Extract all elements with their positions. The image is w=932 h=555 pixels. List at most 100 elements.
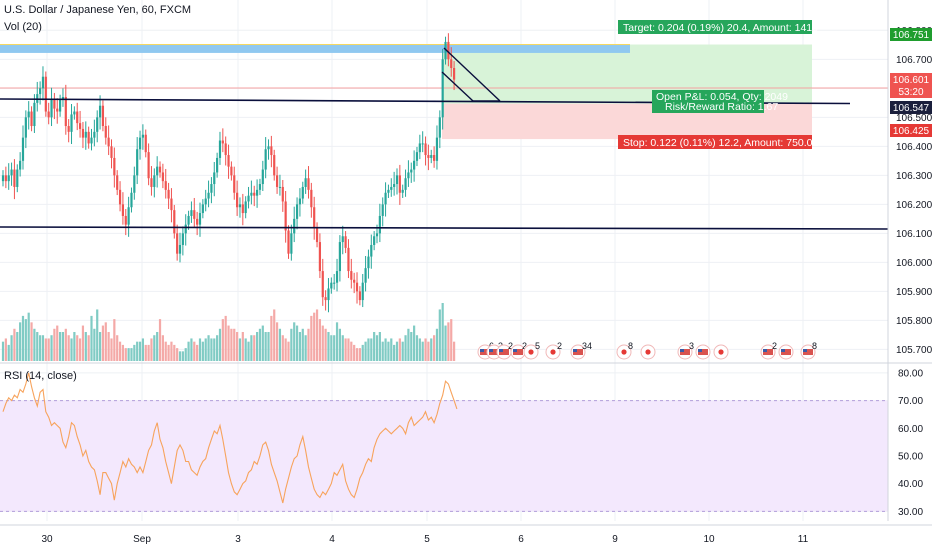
candle-body <box>187 215 190 225</box>
volume-bar <box>275 322 279 361</box>
candle-body <box>50 99 53 118</box>
candle-body <box>430 155 433 158</box>
candle-body <box>355 282 359 292</box>
stop-label-box <box>618 135 812 149</box>
volume-bar <box>44 338 47 361</box>
volume-bar <box>435 328 439 361</box>
candle-body <box>381 204 384 216</box>
volume-bar <box>93 328 96 361</box>
event-count: 3 <box>689 341 694 351</box>
us-flag-stripes <box>573 349 583 355</box>
time-tick-label: 11 <box>798 534 809 545</box>
candle-body <box>341 236 344 243</box>
jp-flag-dot <box>550 349 556 355</box>
volume-bar <box>87 335 90 361</box>
event-count: 8 <box>812 341 817 351</box>
candle-body <box>278 186 282 188</box>
candle-body <box>96 117 99 132</box>
volume-bar <box>207 335 210 361</box>
candle-body <box>367 256 370 269</box>
channel-line-b <box>441 71 474 102</box>
volume-bar <box>98 332 102 361</box>
rsi-band-fill <box>0 400 888 512</box>
candle-body <box>353 279 356 283</box>
volume-bar <box>284 338 287 361</box>
volume-bar <box>173 344 176 361</box>
volume-bar <box>287 341 290 361</box>
event-markers[interactable]: 632252348328 <box>477 341 817 360</box>
candle-body <box>335 271 339 283</box>
volume-bar <box>367 338 370 361</box>
candle-body <box>153 175 156 187</box>
candle-body <box>221 140 224 144</box>
volume-bar <box>238 338 242 361</box>
candle-body <box>93 131 96 138</box>
candle-body <box>330 282 333 289</box>
candle-body <box>41 76 45 89</box>
candle-body <box>393 184 396 187</box>
rsi-tick-label: 60.00 <box>898 424 923 435</box>
volume-bar <box>73 332 76 361</box>
volume-bar <box>338 328 341 361</box>
jp-flag-dot <box>645 349 651 355</box>
candle-body <box>124 215 127 225</box>
time-tick-label: 4 <box>329 534 335 545</box>
candle-body <box>53 99 56 109</box>
entry-price-tag <box>890 101 932 114</box>
price-tick-label: 106.500 <box>896 113 932 124</box>
volume-bar <box>335 322 339 361</box>
candle-body <box>287 230 290 254</box>
volume-bar <box>218 328 222 361</box>
candle-body <box>178 244 182 254</box>
candle-body <box>307 178 310 190</box>
price-tick-label: 105.800 <box>896 316 932 327</box>
rsi-line <box>2 372 458 504</box>
support-line-lower <box>0 226 889 230</box>
candle-body <box>327 288 330 301</box>
volume-bar <box>438 309 441 361</box>
candle-body <box>398 175 401 193</box>
volume-bar <box>50 335 53 361</box>
candle-body <box>361 282 364 301</box>
target-price-text: 106.751 <box>893 30 930 41</box>
volume-bar <box>127 348 130 361</box>
pnl-label: Open P&L: 0.054, Qty: 2049 <box>656 91 788 103</box>
trade-labels: Target: 0.204 (0.19%) 20.4, Amount: 1418… <box>618 20 819 149</box>
time-tick-label: 9 <box>612 534 618 545</box>
volume-bar <box>78 338 82 361</box>
us-flag-stripes <box>781 349 791 355</box>
candle-body <box>116 175 119 190</box>
volume-bar <box>298 332 302 361</box>
candle-body <box>293 218 296 234</box>
volume-bar <box>401 341 404 361</box>
volume-bar <box>273 309 276 361</box>
volume-bar <box>293 322 296 361</box>
volume-bar <box>390 338 393 361</box>
volume-bar <box>395 341 399 361</box>
candle-body <box>344 236 347 248</box>
volume-bar <box>141 338 144 361</box>
candle-body <box>338 242 341 272</box>
volume-bar <box>452 341 456 361</box>
candle-body <box>190 210 193 216</box>
candle-body <box>250 192 253 196</box>
candle-body <box>373 236 376 245</box>
volume-bar <box>33 328 36 361</box>
us-flag-canton <box>781 349 785 352</box>
us-flag-stripes <box>803 349 813 355</box>
candle-body <box>413 160 416 170</box>
volume-bar <box>333 335 336 361</box>
volume-bar <box>59 332 62 361</box>
candle-body <box>167 189 170 199</box>
candle-body <box>184 224 187 234</box>
candle-body <box>130 192 133 208</box>
candle-body <box>404 178 407 190</box>
target-label: Target: 0.204 (0.19%) 20.4, Amount: 1418 <box>623 22 818 34</box>
channel-line-a <box>443 47 501 102</box>
volume-bar <box>4 338 7 361</box>
candle-body <box>390 186 393 190</box>
volume-bar <box>170 341 173 361</box>
volume-bar <box>181 351 184 361</box>
candle-body <box>101 105 105 127</box>
